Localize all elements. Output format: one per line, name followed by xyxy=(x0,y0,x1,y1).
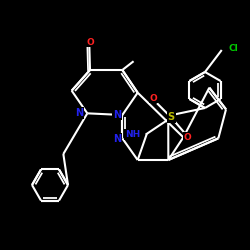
Text: Cl: Cl xyxy=(229,44,238,53)
Text: S: S xyxy=(168,112,175,122)
Text: NH: NH xyxy=(125,130,140,139)
Text: N: N xyxy=(113,134,121,144)
Text: O: O xyxy=(150,94,158,103)
Text: O: O xyxy=(184,133,192,142)
Text: O: O xyxy=(87,38,94,47)
Text: N: N xyxy=(76,108,84,118)
Text: N: N xyxy=(113,110,121,120)
